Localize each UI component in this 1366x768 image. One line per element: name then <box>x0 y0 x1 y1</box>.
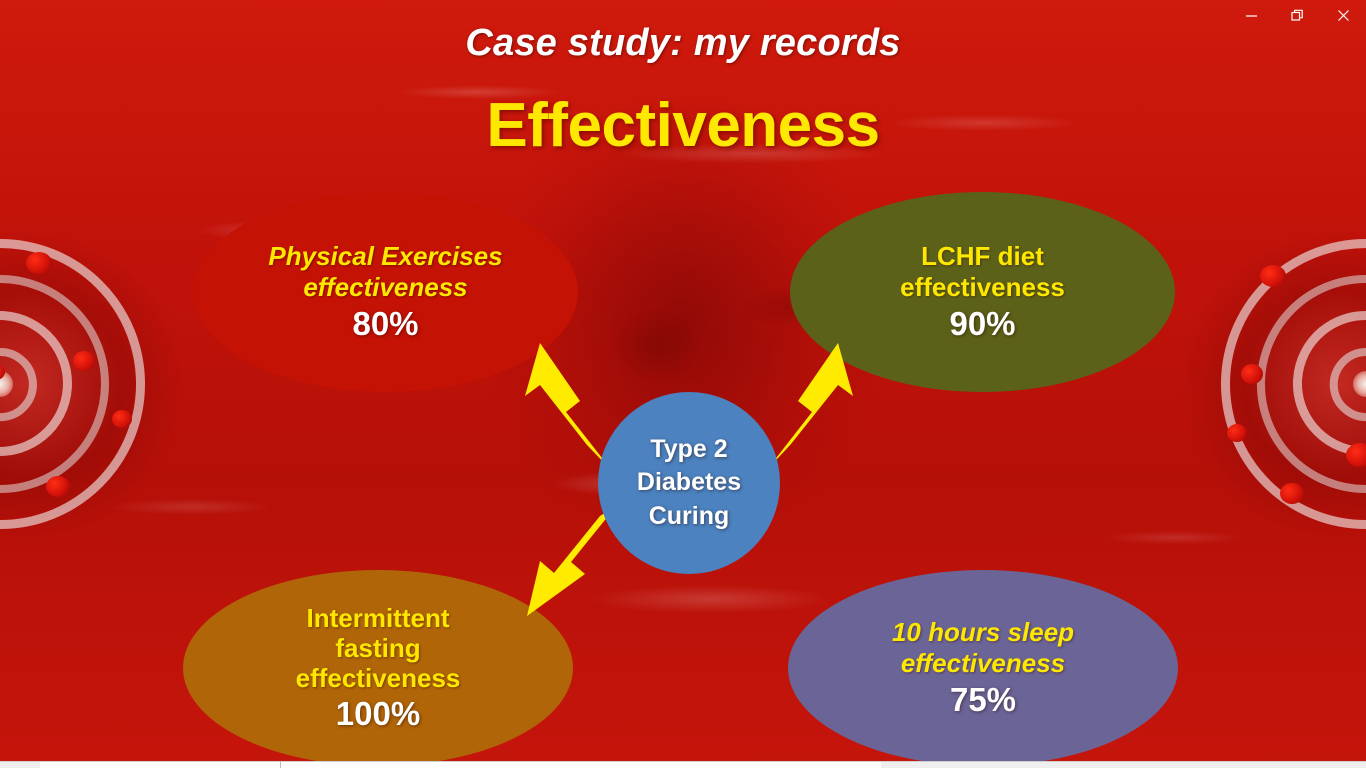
blood-vortex-right-decoration <box>1201 219 1366 549</box>
close-icon <box>1337 9 1349 21</box>
center-label-line2: Diabetes <box>636 468 742 497</box>
slide-subtitle: Case study: my records <box>465 22 901 64</box>
node-value: 80% <box>352 304 419 342</box>
node-label-line1: Physical Exercises <box>268 241 503 272</box>
node-label-line1: Intermittent <box>306 602 450 633</box>
close-button[interactable] <box>1320 0 1366 30</box>
center-label-line3: Curing <box>648 501 730 530</box>
center-label-line1: Type 2 <box>650 435 728 464</box>
node-label-line2: effectiveness <box>900 647 1066 678</box>
node-value: 90% <box>949 304 1016 342</box>
node-label-line1: LCHF diet <box>921 241 1044 272</box>
node-label-line2: fasting <box>335 632 421 663</box>
page-title: Effectiveness <box>486 91 880 160</box>
node-value: 75% <box>949 680 1017 718</box>
minimize-icon <box>1245 14 1257 17</box>
restore-button[interactable] <box>1274 0 1320 30</box>
node-value: 100% <box>335 695 421 733</box>
node-intermittent-fasting[interactable]: Intermittent fasting effectiveness 100% <box>183 570 573 766</box>
window-controls <box>1228 0 1366 30</box>
node-label-line1: 10 hours sleep <box>891 617 1075 648</box>
node-label-line2: effectiveness <box>303 271 468 302</box>
node-sleep[interactable]: 10 hours sleep effectiveness 75% <box>788 570 1178 766</box>
blood-vortex-left-decoration <box>0 219 165 549</box>
node-label-line3: effectiveness <box>295 663 461 694</box>
chrome-segment-body <box>281 762 881 768</box>
minimize-button[interactable] <box>1228 0 1274 30</box>
bottom-chrome-strip <box>0 761 1366 768</box>
chrome-segment-tab <box>40 762 281 768</box>
node-center-type2-diabetes[interactable]: Type 2 Diabetes Curing <box>598 392 780 574</box>
chrome-segment-right <box>881 762 1366 768</box>
node-lchf-diet[interactable]: LCHF diet effectiveness 90% <box>790 192 1175 392</box>
restore-icon <box>1290 9 1303 21</box>
node-physical-exercises[interactable]: Physical Exercises effectiveness 80% <box>193 192 578 392</box>
chrome-segment-left <box>0 762 40 768</box>
node-label-line2: effectiveness <box>900 271 1065 302</box>
